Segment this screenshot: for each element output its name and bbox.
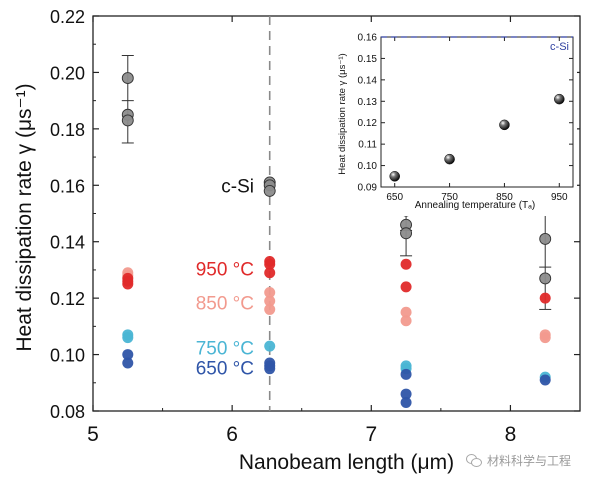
y-axis-label: Heat dissipation rate γ (μs⁻¹) (13, 83, 36, 351)
inset-y-tick-label: 0.16 (358, 33, 378, 44)
series-annotation: 850 °C (196, 293, 254, 314)
data-point (539, 292, 551, 304)
inset-x-tick-label: 750 (441, 192, 458, 203)
inset-y-tick-label: 0.14 (358, 75, 378, 86)
y-tick-label: 0.08 (50, 402, 85, 422)
series-annotation: 750 °C (196, 339, 254, 360)
data-point (122, 278, 134, 290)
data-point (539, 272, 552, 285)
data-point (264, 340, 276, 352)
inset-data-point (554, 93, 565, 105)
y-tick-label: 0.10 (50, 346, 85, 366)
data-point (400, 315, 412, 327)
inset-data-point (444, 153, 455, 165)
data-point (122, 349, 134, 361)
data-point (400, 281, 412, 293)
data-point (400, 388, 412, 400)
y-tick-label: 0.16 (50, 176, 85, 196)
x-tick-label: 5 (87, 423, 99, 446)
watermark-text: 材料科学与工程 (487, 454, 572, 468)
data-point (264, 287, 276, 298)
inset-y-tick-label: 0.12 (358, 118, 378, 129)
inset-y-tick-label: 0.09 (358, 183, 378, 194)
inset-x-tick-label: 850 (496, 192, 513, 203)
data-point (400, 397, 412, 409)
inset-y-tick-label: 0.10 (358, 161, 378, 172)
x-axis-label: Nanobeam length (μm) (239, 451, 454, 474)
y-tick-label: 0.12 (50, 289, 85, 309)
y-tick-label: 0.18 (50, 120, 85, 140)
inset-y-tick-label: 0.15 (358, 54, 378, 65)
y-tick-label: 0.20 (50, 63, 85, 83)
series-annotation: 950 °C (196, 260, 254, 281)
x-tick-label: 8 (505, 423, 517, 446)
inset-data-point (499, 119, 510, 131)
inset-background (332, 23, 577, 216)
inset-x-tick-label: 950 (551, 192, 568, 203)
inset-y-tick-label: 0.13 (358, 97, 378, 108)
inset-x-tick-label: 650 (386, 192, 403, 203)
watermark: 材料科学与工程 (466, 452, 571, 469)
x-tick-label: 7 (365, 423, 377, 446)
main-plot: 5 6 7 8 0.08 0.10 0.12 0.14 0.16 0.18 0.20 0.22 Nano… (13, 7, 581, 474)
data-point (539, 332, 551, 344)
inset-y-axis-label: Heat dissipation rate γ (μs⁻¹) (337, 53, 348, 174)
data-point (121, 72, 134, 85)
data-point (539, 374, 551, 386)
data-point (121, 114, 134, 127)
data-point (122, 332, 134, 344)
x-tick-label: 6 (226, 423, 238, 446)
data-point (400, 227, 413, 240)
data-point (400, 258, 412, 270)
data-point (264, 295, 276, 307)
inset-reference-label: c-Si (550, 41, 569, 53)
inset-plot: 650 750 850 950 0.09 0.10 0.11 0.12 0.13 0.14 0.15… (332, 23, 577, 216)
y-tick-label: 0.22 (50, 7, 85, 27)
data-point (122, 357, 134, 369)
wechat-icon (466, 454, 482, 467)
y-tick-label: 0.14 (50, 233, 85, 253)
data-point (264, 303, 276, 315)
data-point (539, 232, 552, 245)
data-point (264, 267, 276, 279)
data-point (264, 363, 276, 375)
data-point (264, 258, 276, 270)
inset-data-point (389, 171, 400, 182)
data-point (263, 184, 276, 197)
data-point (400, 368, 412, 380)
series-annotation: 650 °C (196, 358, 254, 379)
inset-x-axis-label: Annealing temperature (Tₐ) (415, 200, 535, 211)
inset-y-tick-label: 0.11 (358, 140, 377, 151)
data-point (400, 306, 412, 318)
series-annotation: c-Si (221, 176, 254, 197)
